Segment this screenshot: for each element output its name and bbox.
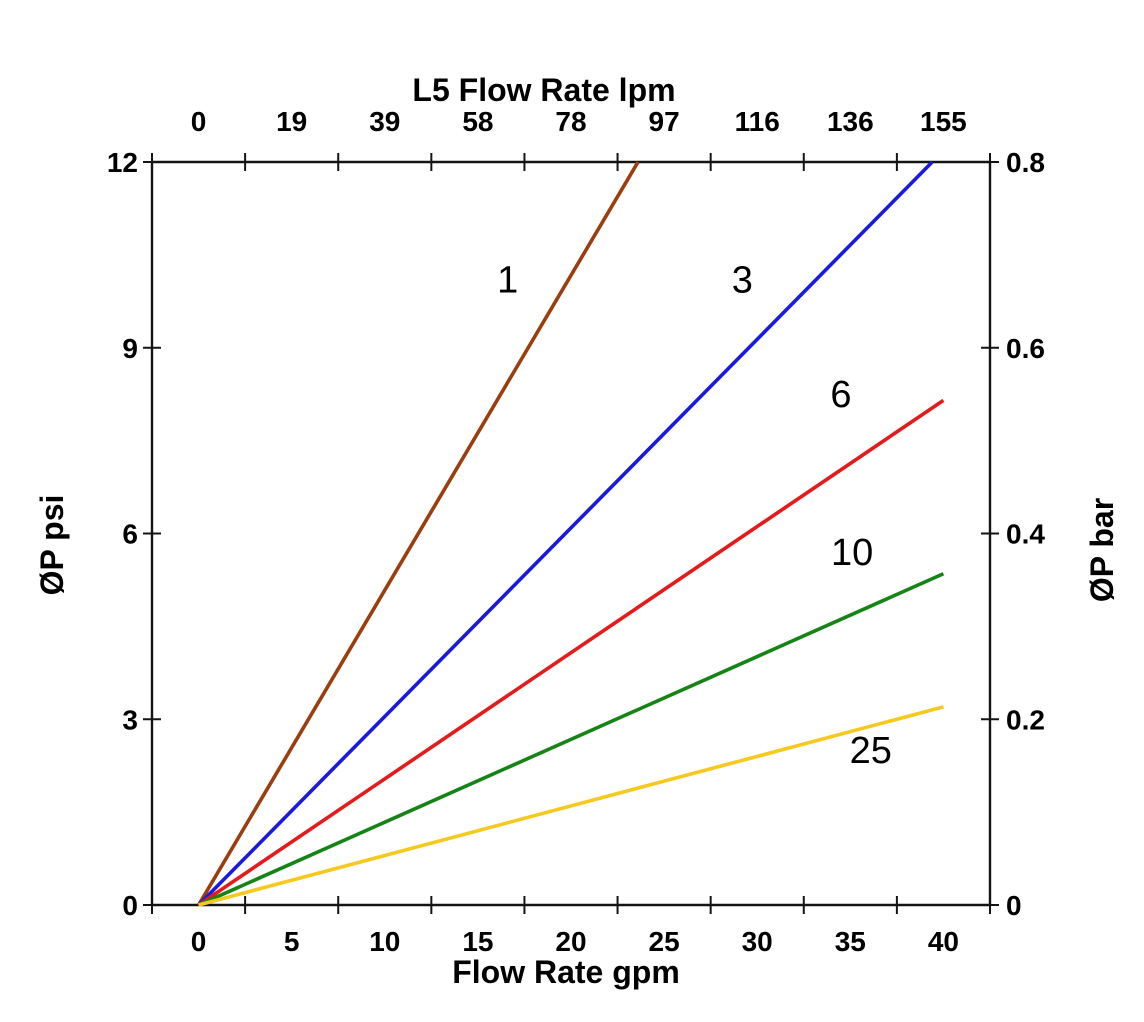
series-line-25	[198, 705, 944, 907]
top-tick-label: 58	[462, 106, 493, 137]
series-label-1: 1	[497, 260, 518, 302]
top-tick-label: 136	[827, 106, 874, 137]
bottom-tick-label: 10	[369, 926, 400, 957]
top-tick-label: 116	[735, 106, 780, 137]
series-label-10: 10	[831, 532, 873, 574]
bottom-tick-label: 5	[284, 926, 300, 957]
bottom-tick-label: 30	[742, 926, 773, 957]
series-labels: 1 3 6 10 25	[497, 260, 892, 773]
top-tick-label: 39	[369, 106, 400, 137]
series-line-1	[197, 161, 640, 906]
right-tick-label: 0.2	[1006, 704, 1045, 735]
left-tick-label: 3	[122, 704, 138, 735]
top-tick-label: 0	[191, 106, 207, 137]
series-line-6	[197, 398, 945, 907]
bottom-tick-label: 0	[191, 926, 207, 957]
left-tick-label: 12	[107, 147, 138, 178]
bottom-tick-label: 35	[835, 926, 866, 957]
series-label-25: 25	[850, 730, 892, 772]
left-tick-label: 9	[122, 333, 138, 364]
axis-ticks	[143, 153, 999, 914]
right-tick-label: 0.8	[1006, 147, 1045, 178]
right-tick-label: 0	[1006, 890, 1022, 921]
top-axis-title: L5 Flow Rate lpm	[412, 72, 675, 108]
series-line-3	[197, 160, 934, 907]
bottom-tick-label: 40	[928, 926, 959, 957]
top-tick-label: 78	[555, 106, 586, 137]
left-tick-label: 6	[122, 519, 138, 550]
top-tick-label: 19	[276, 106, 307, 137]
tick-labels: 0 5 10 15 20 25 30 35 400 19 39 58 78 97 116 136 1550369…	[107, 106, 1046, 957]
series-label-3: 3	[732, 260, 753, 302]
data-series	[197, 160, 945, 907]
bottom-tick-label: 15	[462, 926, 493, 957]
right-tick-label: 0.6	[1006, 333, 1045, 364]
bottom-tick-label: 20	[555, 926, 586, 957]
series-line-10	[197, 572, 945, 907]
top-tick-label: 97	[649, 106, 680, 137]
series-label-6: 6	[830, 374, 851, 416]
top-tick-label: 155	[920, 106, 967, 137]
right-axis-title: ØP bar	[1084, 498, 1120, 602]
right-tick-label: 0.4	[1006, 519, 1045, 550]
bottom-axis-title: Flow Rate gpm	[452, 954, 680, 990]
left-tick-label: 0	[122, 890, 138, 921]
bottom-tick-label: 25	[649, 926, 680, 957]
left-axis-title: ØP psi	[34, 495, 70, 596]
